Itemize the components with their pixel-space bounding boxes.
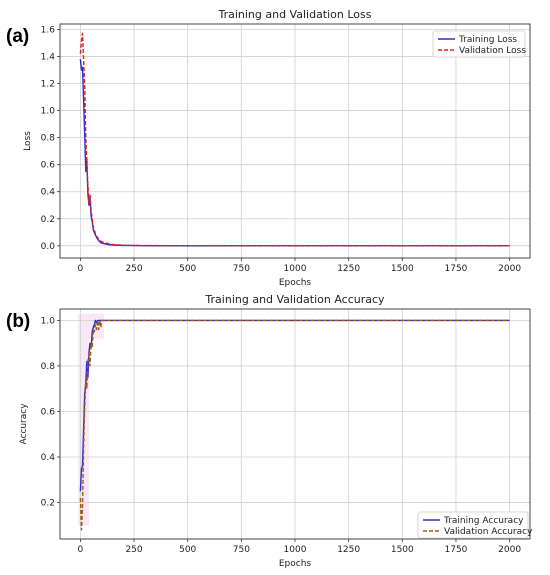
y-tick-label: 1.0 [41, 107, 56, 117]
panel-label: (a) [6, 26, 29, 47]
x-tick-label: 2000 [498, 545, 521, 555]
y-tick-label: 0.8 [41, 134, 56, 144]
x-tick-label: 0 [78, 545, 84, 555]
x-tick-label: 250 [125, 545, 142, 555]
x-tick-label: 1250 [337, 545, 360, 555]
legend-label: Training Loss [458, 35, 517, 45]
x-tick-label: 1000 [284, 264, 307, 274]
chart-panel-loss: (a) 0 250 500 750 1000 1250 1500 1750 2000 0.0 0.2 0… [6, 8, 531, 288]
y-tick-label: 1.0 [41, 316, 56, 326]
panel-label: (b) [6, 311, 30, 332]
x-tick-label: 750 [233, 264, 250, 274]
y-tick-label: 0.6 [41, 161, 56, 171]
x-tick-label: 1750 [445, 264, 468, 274]
chart-title: Training and Validation Loss [217, 8, 371, 21]
y-tick-label: 1.4 [41, 52, 56, 62]
axes-frame [59, 23, 531, 259]
y-tick-label: 0.8 [41, 362, 56, 372]
x-axis-label: Epochs [279, 278, 312, 288]
x-tick-label: 1500 [391, 545, 414, 555]
series-line-validation-accuracy [79, 319, 510, 531]
x-axis-label: Epochs [279, 559, 312, 569]
chart-title: Training and Validation Accuracy [204, 293, 385, 306]
x-tick-label: 2000 [498, 264, 521, 274]
series-line-training-loss [79, 59, 510, 247]
x-tick-label: 500 [179, 264, 196, 274]
x-tick-label: 500 [179, 545, 196, 555]
axes-frame [59, 308, 531, 540]
y-tick-label: 1.2 [41, 80, 55, 90]
shade-band [78, 313, 104, 339]
x-tick-label: 0 [78, 264, 84, 274]
y-tick-label: 0.6 [41, 407, 56, 417]
legend-box [432, 30, 526, 58]
chart-panel-accuracy: (b) 0 250 500 750 1000 1250 1500 1750 2000 0.2 0.4 0… [6, 293, 533, 569]
y-tick-label: 0.2 [41, 215, 55, 225]
series-line-validation-loss [79, 32, 510, 247]
y-tick-label: 0.4 [41, 188, 56, 198]
y-tick-label: 0.0 [41, 242, 56, 252]
x-tick-label: 1500 [391, 264, 414, 274]
y-tick-label: 0.4 [41, 453, 56, 463]
legend-label: Training Accuracy [443, 516, 524, 526]
y-axis-label: Loss [23, 131, 33, 151]
y-axis-label: Accuracy [19, 403, 29, 445]
x-tick-label: 750 [233, 545, 250, 555]
x-tick-label: 1750 [445, 545, 468, 555]
legend-label: Validation Loss [459, 46, 526, 56]
y-tick-label: 0.2 [41, 499, 55, 509]
y-tick-label: 1.6 [41, 25, 56, 35]
x-tick-label: 1250 [337, 264, 360, 274]
x-tick-label: 1000 [284, 545, 307, 555]
legend-box [417, 511, 529, 539]
x-tick-label: 250 [125, 264, 142, 274]
legend-label: Validation Accuracy [444, 527, 533, 537]
